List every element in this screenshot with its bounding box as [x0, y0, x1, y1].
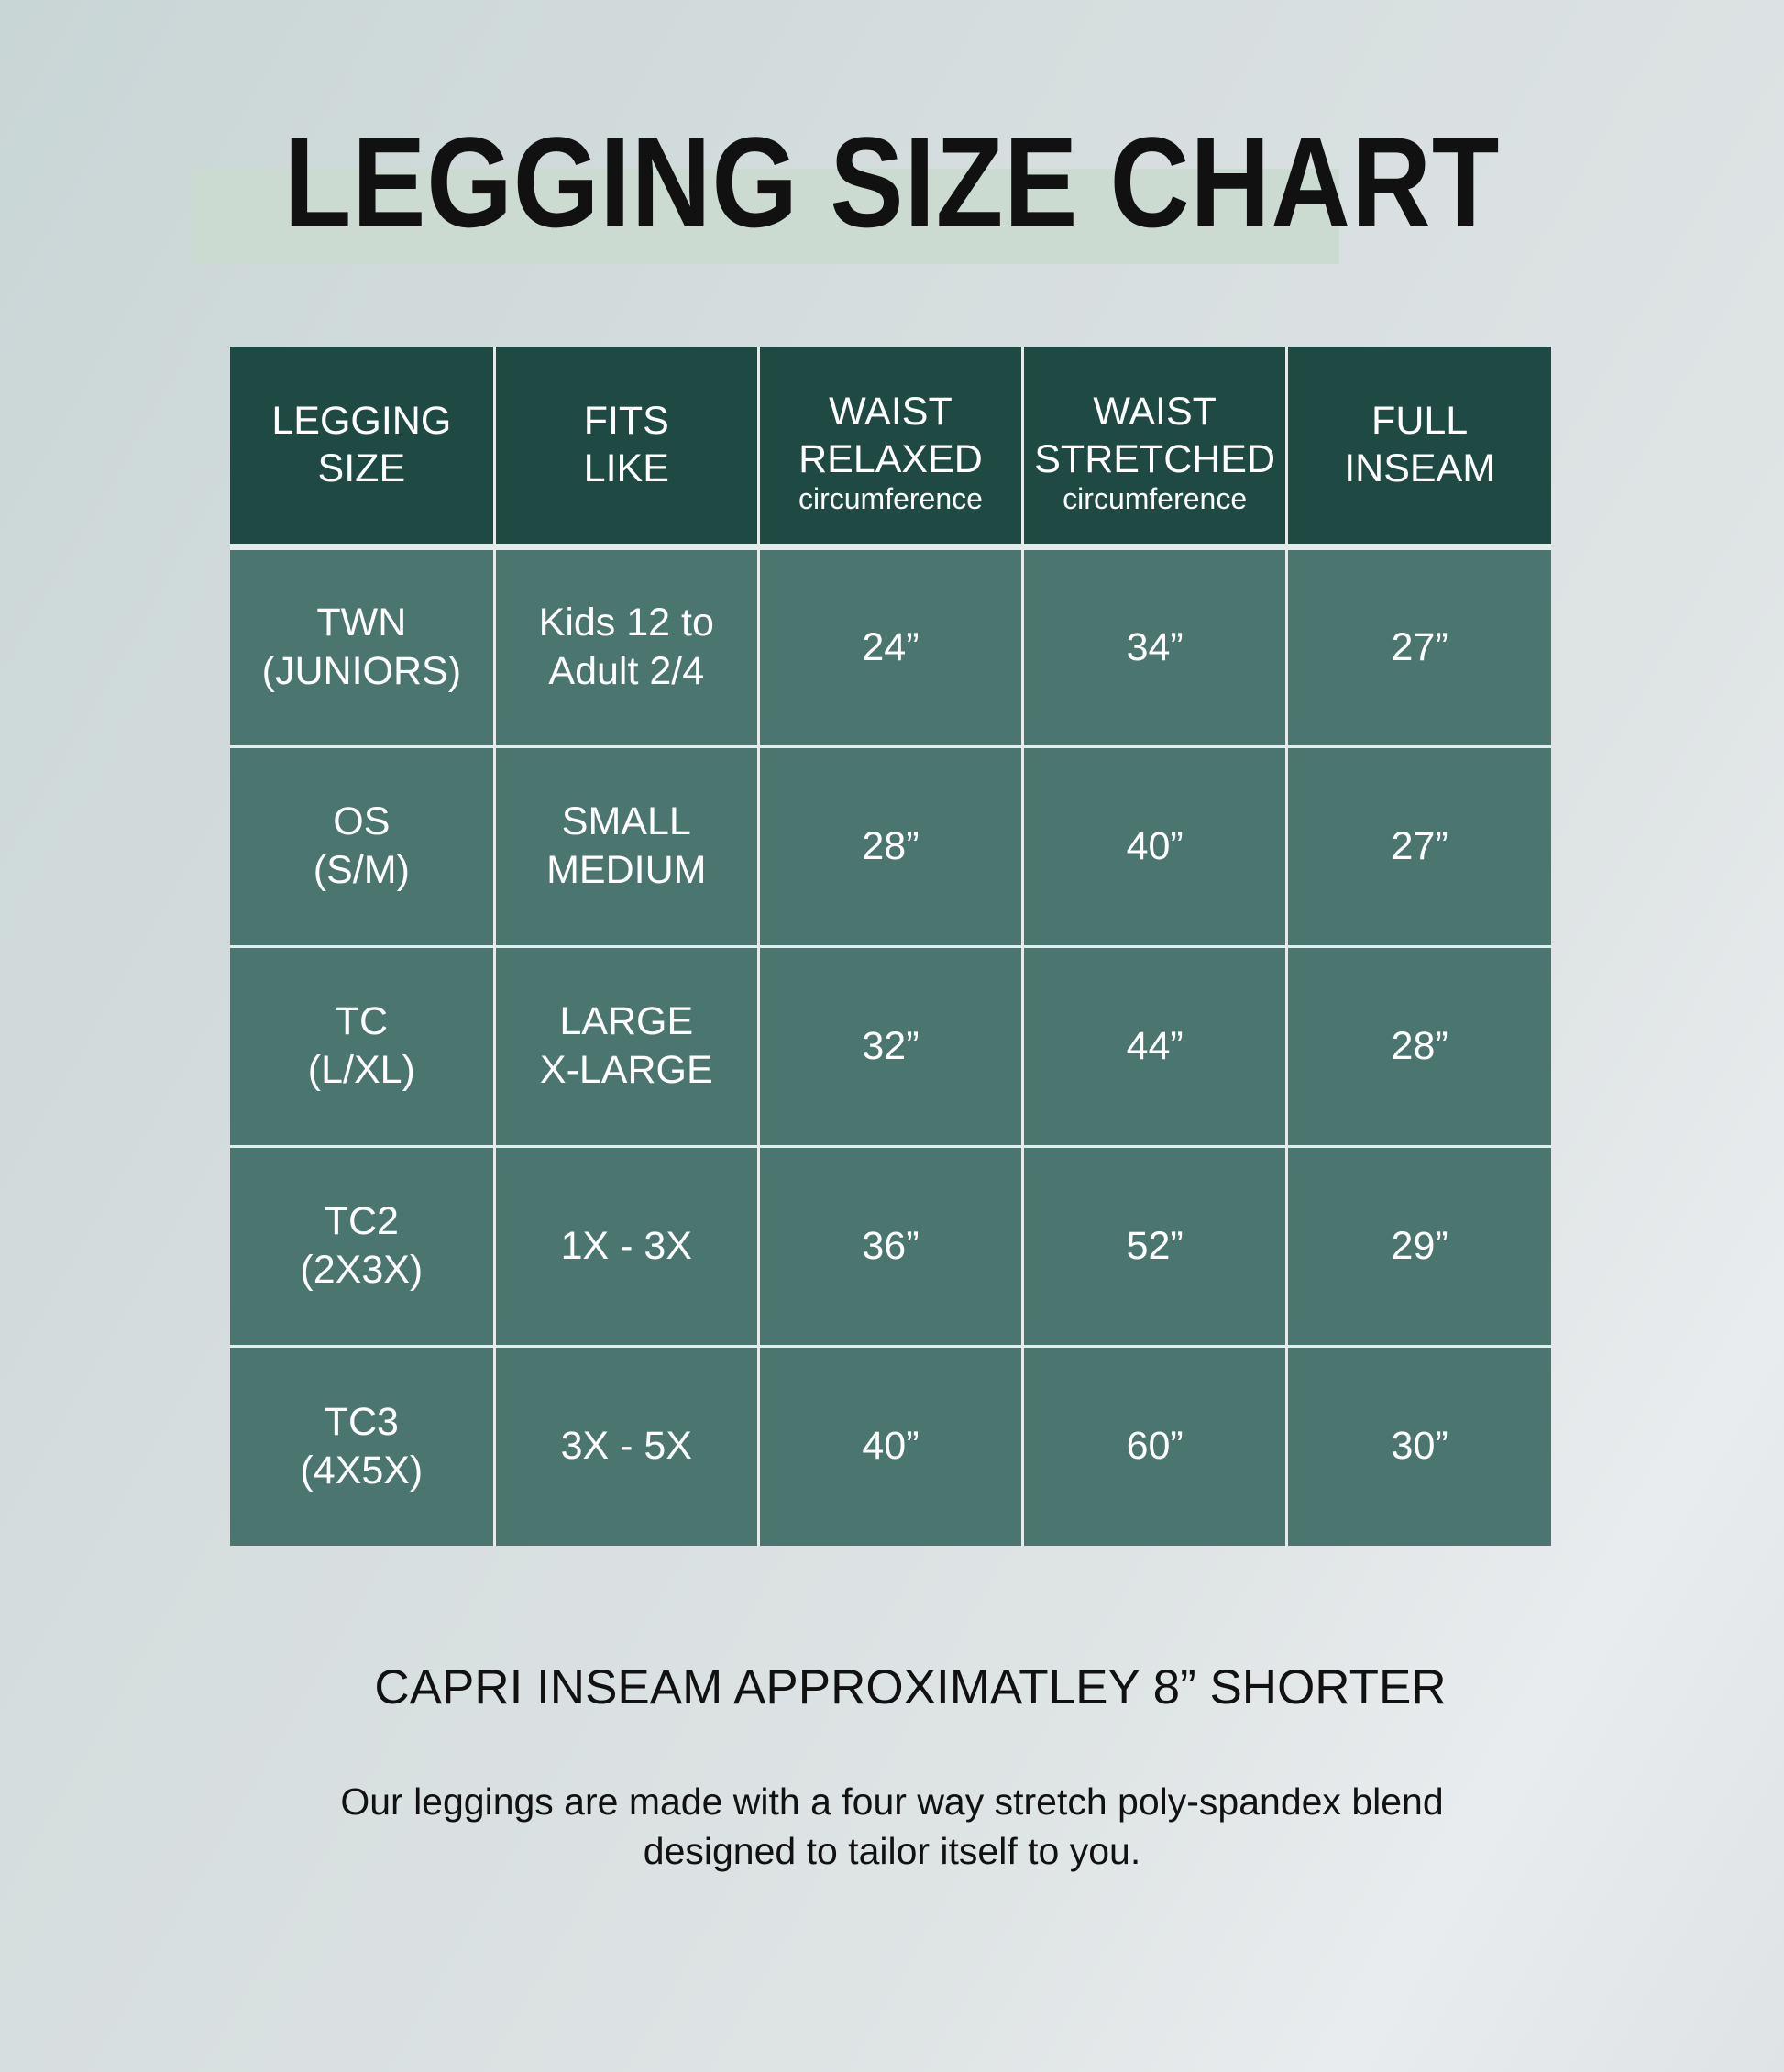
cell-full-inseam: 29” [1285, 1144, 1551, 1348]
cell-waist-relaxed: 40” [756, 1344, 1025, 1546]
cell-full-inseam: 30” [1285, 1344, 1551, 1546]
size-chart-table: LEGGING SIZE FITS LIKE WAIST RELAXED circumf… [230, 347, 1551, 1546]
table-row: TC2 (2X3X) 1X - 3X 36” 52” 29” [230, 1144, 1551, 1348]
cell-waist-stretched: 52” [1021, 1144, 1289, 1348]
cell-size: TC2 (2X3X) [230, 1144, 496, 1348]
cell-waist-stretched: 34” [1021, 545, 1289, 748]
table-row: TC3 (4X5X) 3X - 5X 40” 60” 30” [230, 1344, 1551, 1546]
cell-waist-stretched: 40” [1021, 744, 1289, 948]
table-row: TC (L/XL) LARGE X-LARGE 32” 44” 28” [230, 944, 1551, 1148]
cell-fits-like: LARGE X-LARGE [492, 944, 760, 1148]
cell-waist-stretched: 60” [1021, 1344, 1289, 1546]
cell-waist-relaxed: 36” [756, 1144, 1025, 1348]
header-waist-relaxed: WAIST RELAXED circumference [756, 347, 1025, 550]
cell-size: OS (S/M) [230, 744, 496, 948]
cell-fits-like: Kids 12 to Adult 2/4 [492, 545, 760, 748]
capri-note: CAPRI INSEAM APPROXIMATLEY 8” SHORTER [374, 1660, 1447, 1714]
cell-fits-like: SMALL MEDIUM [492, 744, 760, 948]
cell-fits-like: 3X - 5X [492, 1344, 760, 1546]
table-row: TWN (JUNIORS) Kids 12 to Adult 2/4 24” 34” 27” [230, 545, 1551, 748]
cell-size: TC3 (4X5X) [230, 1344, 496, 1546]
cell-full-inseam: 27” [1285, 545, 1551, 748]
page-title: LEGGING SIZE CHART [283, 110, 1501, 254]
cell-waist-relaxed: 24” [756, 545, 1025, 748]
cell-waist-relaxed: 32” [756, 944, 1025, 1148]
cell-waist-relaxed: 28” [756, 744, 1025, 948]
table-header-row: LEGGING SIZE FITS LIKE WAIST RELAXED circumf… [230, 347, 1551, 550]
cell-full-inseam: 28” [1285, 944, 1551, 1148]
table-row: OS (S/M) SMALL MEDIUM 28” 40” 27” [230, 744, 1551, 948]
cell-size: TWN (JUNIORS) [230, 545, 496, 748]
header-waist-stretched: WAIST STRETCHED circumference [1021, 347, 1289, 550]
header-legging-size: LEGGING SIZE [230, 347, 496, 550]
header-full-inseam: FULL INSEAM [1285, 347, 1551, 550]
description: Our leggings are made with a four way st… [340, 1780, 1444, 1872]
title-highlight [192, 169, 1339, 264]
header-fits-like: FITS LIKE [492, 347, 760, 550]
cell-full-inseam: 27” [1285, 744, 1551, 948]
cell-size: TC (L/XL) [230, 944, 496, 1148]
cell-fits-like: 1X - 3X [492, 1144, 760, 1348]
cell-waist-stretched: 44” [1021, 944, 1289, 1148]
